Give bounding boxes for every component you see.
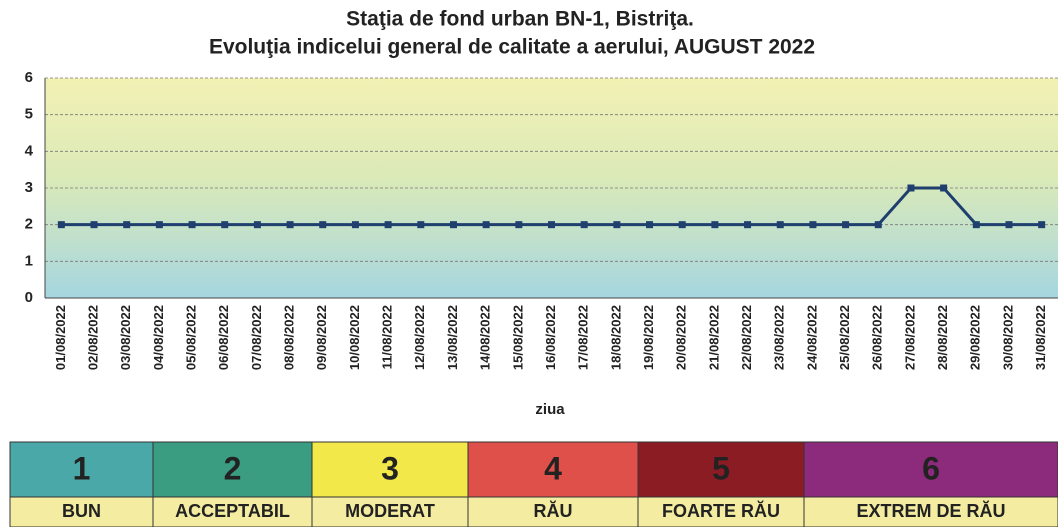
y-tick-label: 2 bbox=[25, 216, 33, 233]
marker bbox=[384, 221, 392, 229]
marker bbox=[711, 221, 719, 229]
x-tick-label: 01/08/2022 bbox=[53, 305, 68, 370]
marker bbox=[907, 184, 915, 192]
scale-cell bbox=[803, 441, 1058, 498]
scale-label: EXTREM DE RĂU bbox=[856, 500, 1005, 521]
marker bbox=[613, 221, 621, 229]
x-tick-label: 25/08/2022 bbox=[837, 305, 852, 370]
scale-value: 6 bbox=[922, 450, 940, 486]
marker bbox=[548, 221, 555, 229]
x-tick-label: 28/08/2022 bbox=[935, 305, 950, 370]
marker bbox=[515, 221, 523, 229]
x-tick-label: 14/08/2022 bbox=[478, 305, 493, 370]
x-tick-label: 07/08/2022 bbox=[249, 305, 264, 370]
marker bbox=[417, 221, 425, 229]
scale-label: BUN bbox=[62, 501, 101, 521]
marker bbox=[809, 221, 817, 229]
marker bbox=[155, 221, 163, 229]
marker bbox=[1005, 221, 1013, 229]
marker bbox=[678, 221, 686, 229]
marker bbox=[123, 221, 131, 229]
marker bbox=[57, 221, 65, 229]
scale-label-cell bbox=[9, 496, 154, 527]
scale-value: 5 bbox=[712, 450, 730, 486]
x-tick-label: 24/08/2022 bbox=[804, 305, 819, 370]
scale-value: 3 bbox=[381, 450, 399, 486]
x-tick-label: 27/08/2022 bbox=[902, 305, 917, 370]
marker bbox=[351, 221, 359, 229]
scale-label: MODERAT bbox=[345, 501, 435, 521]
x-tick-label: 29/08/2022 bbox=[968, 305, 983, 370]
scale-label: FOARTE RĂU bbox=[662, 500, 780, 521]
x-tick-label: 21/08/2022 bbox=[706, 305, 721, 370]
x-tick-label: 10/08/2022 bbox=[347, 305, 362, 370]
x-tick-label: 23/08/2022 bbox=[772, 305, 787, 370]
marker bbox=[940, 184, 948, 192]
x-tick-label: 08/08/2022 bbox=[282, 305, 297, 370]
x-tick-label: 19/08/2022 bbox=[641, 305, 656, 370]
y-tick-label: 0 bbox=[25, 289, 33, 306]
marker bbox=[744, 221, 752, 229]
marker bbox=[1038, 221, 1046, 229]
x-tick-label: 12/08/2022 bbox=[412, 305, 427, 370]
x-axis-label: ziua bbox=[535, 401, 565, 418]
marker bbox=[449, 221, 457, 229]
marker bbox=[188, 221, 196, 229]
x-tick-label: 17/08/2022 bbox=[576, 305, 591, 370]
x-tick-label: 16/08/2022 bbox=[543, 305, 558, 370]
marker bbox=[482, 221, 490, 229]
marker bbox=[972, 221, 980, 229]
marker bbox=[319, 221, 327, 229]
x-tick-label: 06/08/2022 bbox=[216, 305, 231, 370]
marker bbox=[253, 221, 261, 229]
marker bbox=[221, 221, 229, 229]
scale-label-cell bbox=[311, 496, 469, 527]
scale-cell bbox=[311, 441, 469, 498]
y-tick-label: 5 bbox=[25, 106, 33, 123]
marker bbox=[90, 221, 98, 229]
marker bbox=[842, 221, 850, 229]
scale-value: 2 bbox=[224, 450, 242, 486]
x-tick-label: 31/08/2022 bbox=[1033, 305, 1048, 370]
scale-label: RĂU bbox=[534, 500, 573, 521]
x-tick-label: 30/08/2022 bbox=[1000, 305, 1015, 370]
chart-title: Evoluţia indicelui general de calitate a… bbox=[209, 36, 815, 59]
marker bbox=[874, 221, 882, 229]
y-tick-label: 1 bbox=[25, 252, 33, 269]
scale-value: 1 bbox=[73, 450, 91, 486]
y-tick-label: 4 bbox=[25, 142, 34, 159]
scale-label-cell bbox=[803, 496, 1058, 527]
x-tick-label: 04/08/2022 bbox=[151, 305, 166, 370]
marker bbox=[646, 221, 654, 229]
marker bbox=[580, 221, 588, 229]
x-tick-label: 11/08/2022 bbox=[380, 305, 395, 369]
x-tick-label: 15/08/2022 bbox=[510, 305, 525, 370]
x-tick-label: 09/08/2022 bbox=[314, 305, 329, 370]
y-tick-label: 3 bbox=[25, 179, 33, 196]
scale-value: 4 bbox=[544, 450, 562, 486]
scale-cell bbox=[467, 441, 639, 498]
x-tick-label: 13/08/2022 bbox=[445, 305, 460, 370]
marker bbox=[776, 221, 784, 229]
x-tick-label: 18/08/2022 bbox=[608, 305, 623, 370]
y-tick-label: 6 bbox=[25, 69, 33, 86]
scale-label: ACCEPTABIL bbox=[175, 501, 290, 521]
x-tick-label: 20/08/2022 bbox=[674, 305, 689, 370]
chart-title: Staţia de fond urban BN-1, Bistriţa. bbox=[346, 8, 694, 31]
x-tick-label: 22/08/2022 bbox=[739, 305, 754, 370]
scale-label-cell bbox=[467, 496, 639, 527]
x-tick-label: 02/08/2022 bbox=[85, 305, 100, 370]
x-tick-label: 03/08/2022 bbox=[118, 305, 133, 370]
x-tick-label: 05/08/2022 bbox=[183, 305, 198, 370]
marker bbox=[286, 221, 294, 229]
x-tick-label: 26/08/2022 bbox=[870, 305, 885, 370]
